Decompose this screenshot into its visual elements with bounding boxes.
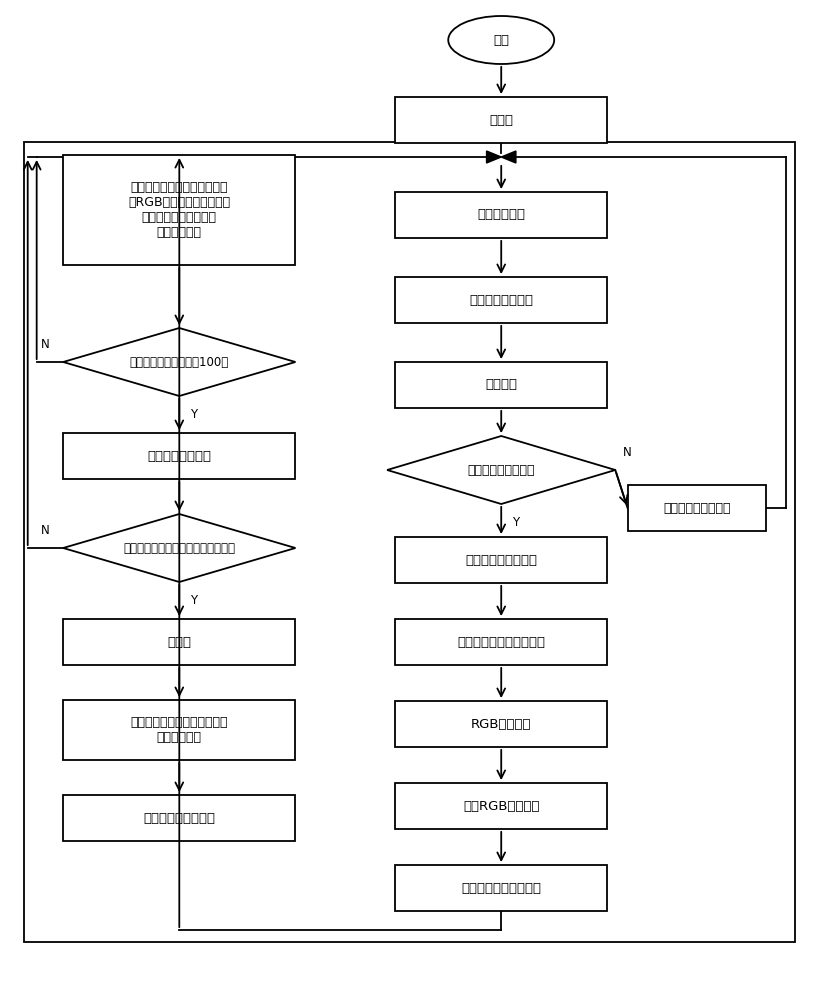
Polygon shape — [64, 514, 296, 582]
Text: 开始: 开始 — [493, 33, 509, 46]
FancyBboxPatch shape — [395, 783, 607, 829]
FancyBboxPatch shape — [395, 865, 607, 911]
FancyBboxPatch shape — [395, 701, 607, 747]
FancyBboxPatch shape — [395, 619, 607, 665]
FancyBboxPatch shape — [64, 700, 296, 760]
FancyBboxPatch shape — [64, 795, 296, 841]
Text: 面部跟踪和坐标计算: 面部跟踪和坐标计算 — [465, 554, 537, 566]
FancyBboxPatch shape — [64, 619, 296, 665]
Text: 图像中有面部图像？: 图像中有面部图像？ — [468, 464, 535, 477]
FancyBboxPatch shape — [64, 155, 296, 265]
FancyBboxPatch shape — [395, 192, 607, 238]
Text: 原始三色均値矩阵左移一位，
新RGB三色均値放入原始三
色均値矩阵最高位，并
累计处理帧数: 原始三色均値矩阵左移一位， 新RGB三色均値放入原始三 色均値矩阵最高位，并 累… — [128, 181, 231, 239]
Text: 读取一帧图像: 读取一帧图像 — [478, 209, 525, 222]
Polygon shape — [387, 436, 615, 504]
Text: 累计处理帧数大于等于100？: 累计处理帧数大于等于100？ — [130, 356, 229, 368]
Text: Y: Y — [191, 408, 197, 420]
Text: N: N — [623, 446, 632, 458]
Polygon shape — [501, 151, 516, 163]
Text: 提示没有测试者信息: 提示没有测试者信息 — [663, 502, 730, 514]
Text: 累计处理帧数清零: 累计处理帧数清零 — [148, 450, 211, 462]
FancyBboxPatch shape — [395, 362, 607, 408]
Text: 从该帧图像截取面部图像: 从该帧图像截取面部图像 — [457, 636, 545, 648]
Text: 获取原始三色均値矩阵: 获取原始三色均値矩阵 — [461, 882, 541, 894]
Polygon shape — [64, 328, 296, 396]
Text: 原始三色均値矩阵元素全部非零値？: 原始三色均値矩阵元素全部非零値？ — [123, 542, 236, 554]
Text: 从预处理后的三色均値矩阵中
提取生理参数: 从预处理后的三色均値矩阵中 提取生理参数 — [130, 716, 228, 744]
FancyBboxPatch shape — [395, 277, 607, 323]
Text: 图像色彩空间变化: 图像色彩空间变化 — [469, 294, 533, 306]
Text: 预处理: 预处理 — [167, 636, 192, 648]
Text: RGB三色分离: RGB三色分离 — [471, 718, 531, 730]
Text: 初始化: 初始化 — [489, 113, 513, 126]
FancyBboxPatch shape — [64, 433, 296, 479]
FancyBboxPatch shape — [395, 537, 607, 583]
FancyBboxPatch shape — [395, 97, 607, 143]
Text: N: N — [41, 523, 50, 536]
Ellipse shape — [448, 16, 554, 64]
Text: 面部跟踪: 面部跟踪 — [485, 378, 518, 391]
Text: Y: Y — [513, 516, 519, 528]
Text: Y: Y — [191, 593, 197, 606]
Text: 生理参数计算和显示: 生理参数计算和显示 — [143, 812, 215, 824]
FancyBboxPatch shape — [628, 485, 766, 531]
Text: 计算RGB三色均値: 计算RGB三色均値 — [463, 800, 540, 812]
Text: N: N — [41, 338, 50, 351]
Polygon shape — [487, 151, 501, 163]
